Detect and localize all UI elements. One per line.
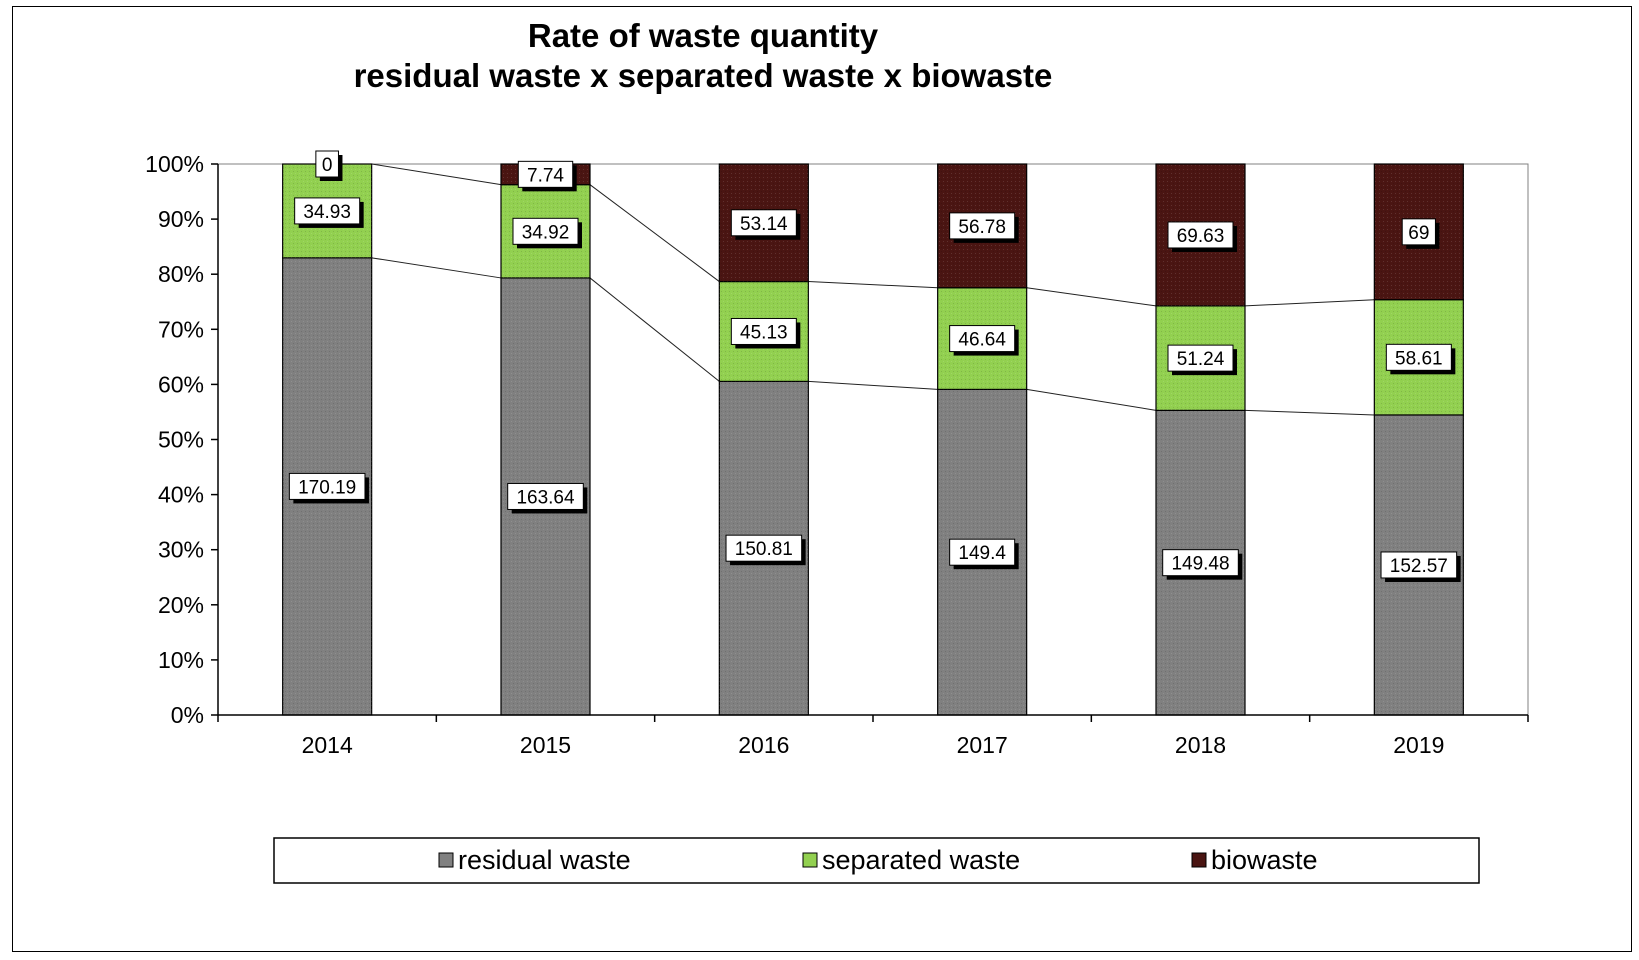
data-label-box [949,212,1016,240]
data-label-box [512,217,579,245]
data-label: 149.4 [958,543,1006,564]
data-label-box [1380,551,1458,579]
data-label: 45.13 [740,322,788,343]
x-tick-label: 2016 [738,732,789,758]
data-label-box [294,197,361,225]
x-tick-label: 2015 [520,732,571,758]
y-tick-label: 20% [158,592,204,618]
legend-label: biowaste [1211,845,1318,875]
y-tick-label: 40% [158,482,204,508]
data-label-box [1385,343,1452,371]
data-label-box [1167,221,1234,249]
data-label-box [730,317,797,345]
series-line [1026,388,1157,411]
chart-title: Rate of waste quantity [528,17,879,54]
data-label-box [1162,549,1239,577]
data-label: 34.92 [522,222,570,243]
series-line [808,380,938,390]
chart-frame: Rate of waste quantity residual waste x … [12,6,1632,952]
y-tick-label: 50% [158,427,204,453]
data-label: 51.24 [1177,349,1225,370]
x-ticks: 2014 2015 2016 2017 2018 2019 [217,715,1529,758]
data-label: 149.48 [1171,554,1229,575]
data-label-box [315,150,339,178]
data-label-box [949,325,1016,353]
data-labels: 170.19 163.64 150.81 149.4 149.48 152.57 34.93… [288,150,1461,582]
chart-svg: Rate of waste quantity residual waste x … [145,17,1529,884]
bars [282,163,1464,716]
data-label-box [1401,218,1436,246]
data-label: 34.93 [303,202,351,223]
y-tick-label: 0% [171,702,204,728]
y-tick-label: 90% [158,206,204,232]
y-tick-label: 60% [158,371,204,397]
y-tick-label: 80% [158,261,204,287]
series-line [808,281,938,289]
data-label-box [949,538,1016,566]
x-tick-label: 2018 [1175,732,1226,758]
data-label-box [1167,344,1234,372]
legend-label: residual waste [458,845,631,875]
series-line [371,163,502,186]
data-label-box [507,482,584,510]
series-line [371,257,502,279]
x-tick-label: 2017 [957,732,1008,758]
data-label-box [725,534,803,562]
data-label: 163.64 [516,487,575,508]
legend-label: separated waste [822,845,1020,875]
data-label: 53.14 [740,214,788,235]
data-label-box [288,472,366,500]
y-ticks: 0% 10% 20% 30% 40% 50% 60% 70% 80% 90% 100% [145,151,218,728]
data-label: 0 [322,155,333,176]
data-label: 69 [1408,223,1429,244]
legend-box [273,837,1480,884]
series-line [589,184,720,282]
y-tick-label: 100% [145,151,204,177]
data-label-box [730,209,797,237]
data-label: 7.74 [527,165,564,186]
biowaste-legend-swatch [1191,852,1207,868]
data-label: 58.61 [1395,348,1443,369]
chart-subtitle: residual waste x separated waste x biowa… [354,57,1053,94]
legend: residual waste separated waste biowaste [273,837,1480,884]
data-label: 150.81 [735,539,793,560]
residual-waste-legend-swatch [438,852,454,868]
series-line [1244,299,1375,307]
data-label: 69.63 [1177,226,1225,247]
series-lines [371,163,1375,416]
series-line [1244,409,1375,416]
series-line [1026,287,1157,307]
data-label: 46.64 [958,330,1006,351]
data-label: 56.78 [958,217,1006,238]
data-label-box [517,160,574,188]
y-tick-label: 10% [158,647,204,673]
y-tick-label: 30% [158,537,204,563]
x-tick-label: 2014 [302,732,353,758]
y-tick-label: 70% [158,316,204,342]
data-label: 170.19 [298,477,356,498]
plot-area [217,163,1529,716]
series-line [589,277,720,382]
separated-waste-legend-swatch [802,852,818,868]
data-label: 152.57 [1390,556,1448,577]
x-tick-label: 2019 [1393,732,1444,758]
